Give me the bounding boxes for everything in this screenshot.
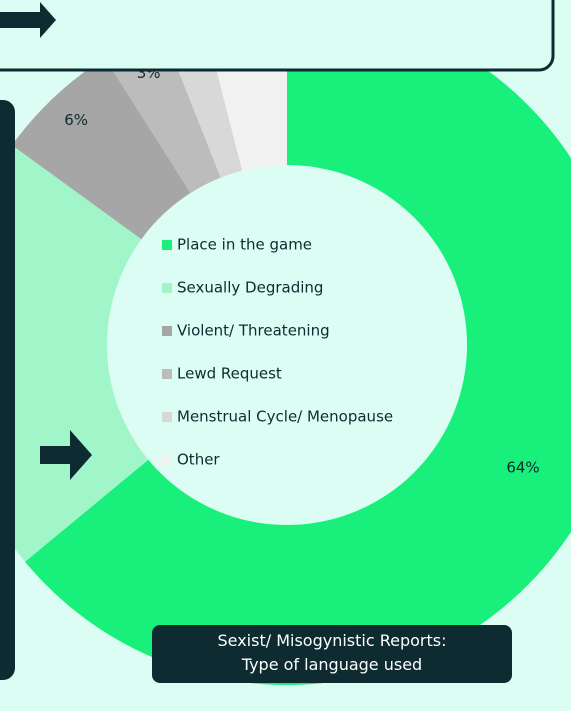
slice bbox=[25, 5, 571, 685]
legend-label: Sexually Degrading bbox=[177, 279, 323, 297]
data-label: 64% bbox=[506, 459, 539, 477]
chart-title: Sexist/ Misogynistic Reports: Type of la… bbox=[152, 625, 512, 683]
legend-swatch bbox=[162, 283, 172, 293]
legend-label: Other bbox=[177, 451, 220, 469]
legend-swatch bbox=[162, 369, 172, 379]
slice bbox=[0, 145, 149, 562]
arrow bbox=[40, 430, 92, 480]
arrow bbox=[0, 2, 56, 38]
legend-swatch bbox=[162, 455, 172, 465]
top-panel bbox=[0, 0, 555, 72]
legend-label: Lewd Request bbox=[177, 365, 282, 383]
legend-swatch bbox=[162, 240, 172, 250]
legend-label: Menstrual Cycle/ Menopause bbox=[177, 408, 393, 426]
slice bbox=[11, 57, 191, 240]
legend-swatch bbox=[162, 326, 172, 336]
legend: Place in the game Sexually Degrading Viole… bbox=[162, 236, 393, 469]
legend-label: Violent/ Threatening bbox=[177, 322, 330, 340]
side-panel bbox=[0, 100, 15, 680]
donut bbox=[0, 5, 571, 685]
legend-label: Place in the game bbox=[177, 236, 312, 254]
legend-swatch bbox=[162, 412, 172, 422]
data-label: 6% bbox=[64, 111, 88, 129]
